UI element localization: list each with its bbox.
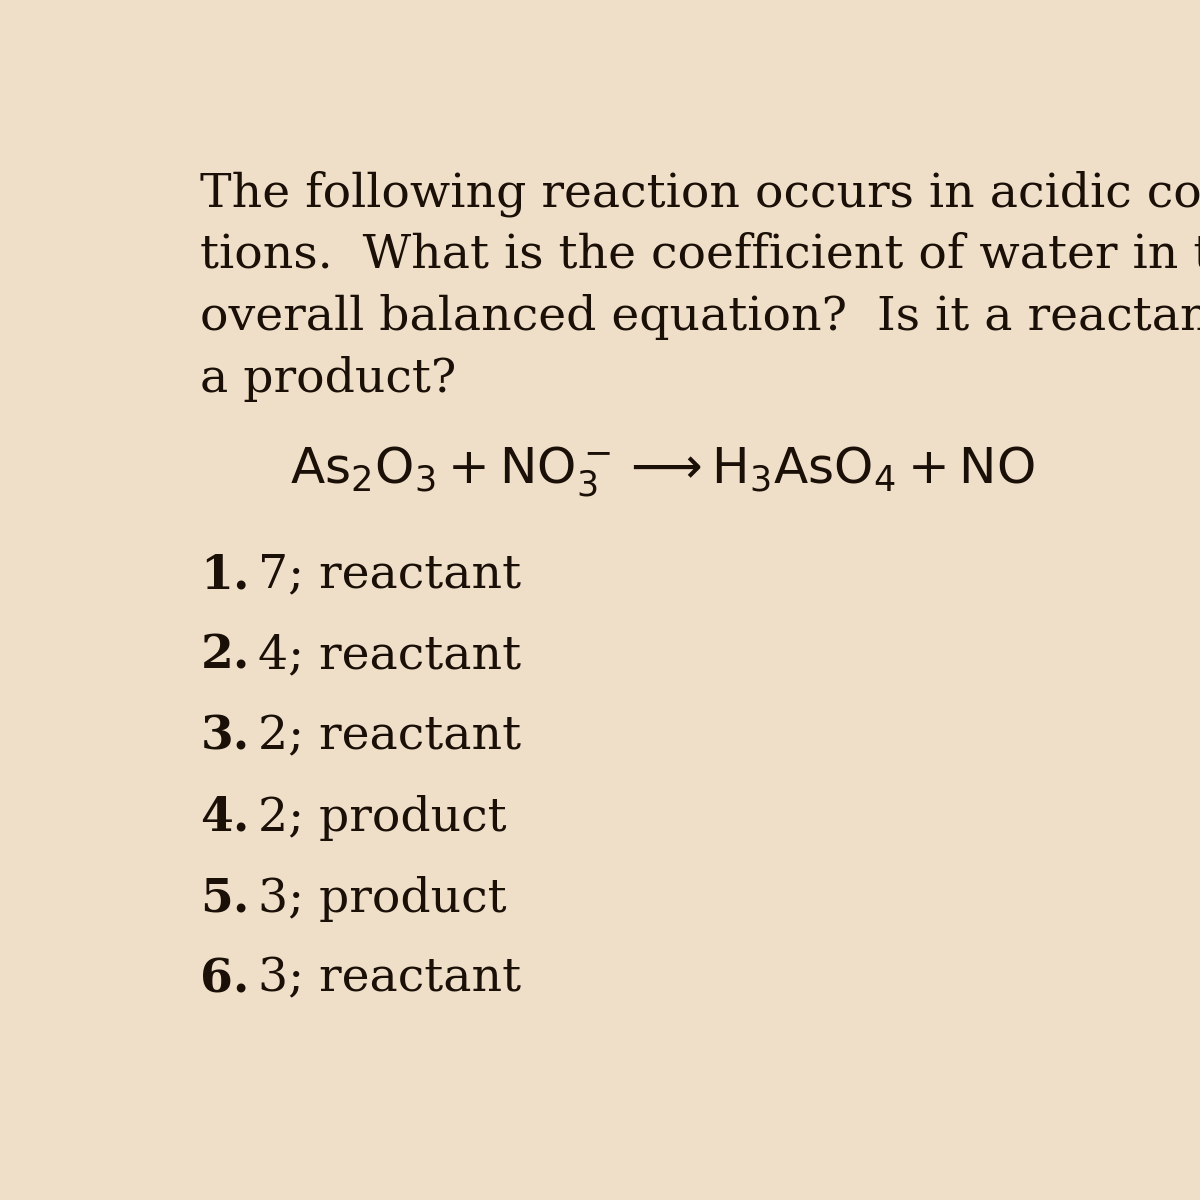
Text: 4.: 4. — [200, 794, 250, 841]
Text: a product?: a product? — [200, 355, 457, 402]
Text: overall balanced equation?  Is it a reactant or: overall balanced equation? Is it a react… — [200, 294, 1200, 340]
Text: 3; product: 3; product — [242, 876, 506, 922]
Text: 2; product: 2; product — [242, 794, 506, 841]
Text: 3.: 3. — [200, 714, 250, 760]
Text: The following reaction occurs in acidic condi-: The following reaction occurs in acidic … — [200, 170, 1200, 217]
Text: 7; reactant: 7; reactant — [242, 552, 521, 598]
Text: 2.: 2. — [200, 632, 250, 679]
Text: 5.: 5. — [200, 876, 250, 922]
Text: $\mathrm{As_2O_3 + NO_3^- \longrightarrow H_3AsO_4 + NO}$: $\mathrm{As_2O_3 + NO_3^- \longrightarro… — [289, 444, 1034, 499]
Text: tions.  What is the coefficient of water in the: tions. What is the coefficient of water … — [200, 233, 1200, 278]
Text: 3; reactant: 3; reactant — [242, 956, 521, 1002]
Text: 4; reactant: 4; reactant — [242, 632, 521, 678]
Text: 1.: 1. — [200, 552, 250, 598]
Text: 6.: 6. — [200, 956, 250, 1002]
Text: 2; reactant: 2; reactant — [242, 714, 521, 760]
